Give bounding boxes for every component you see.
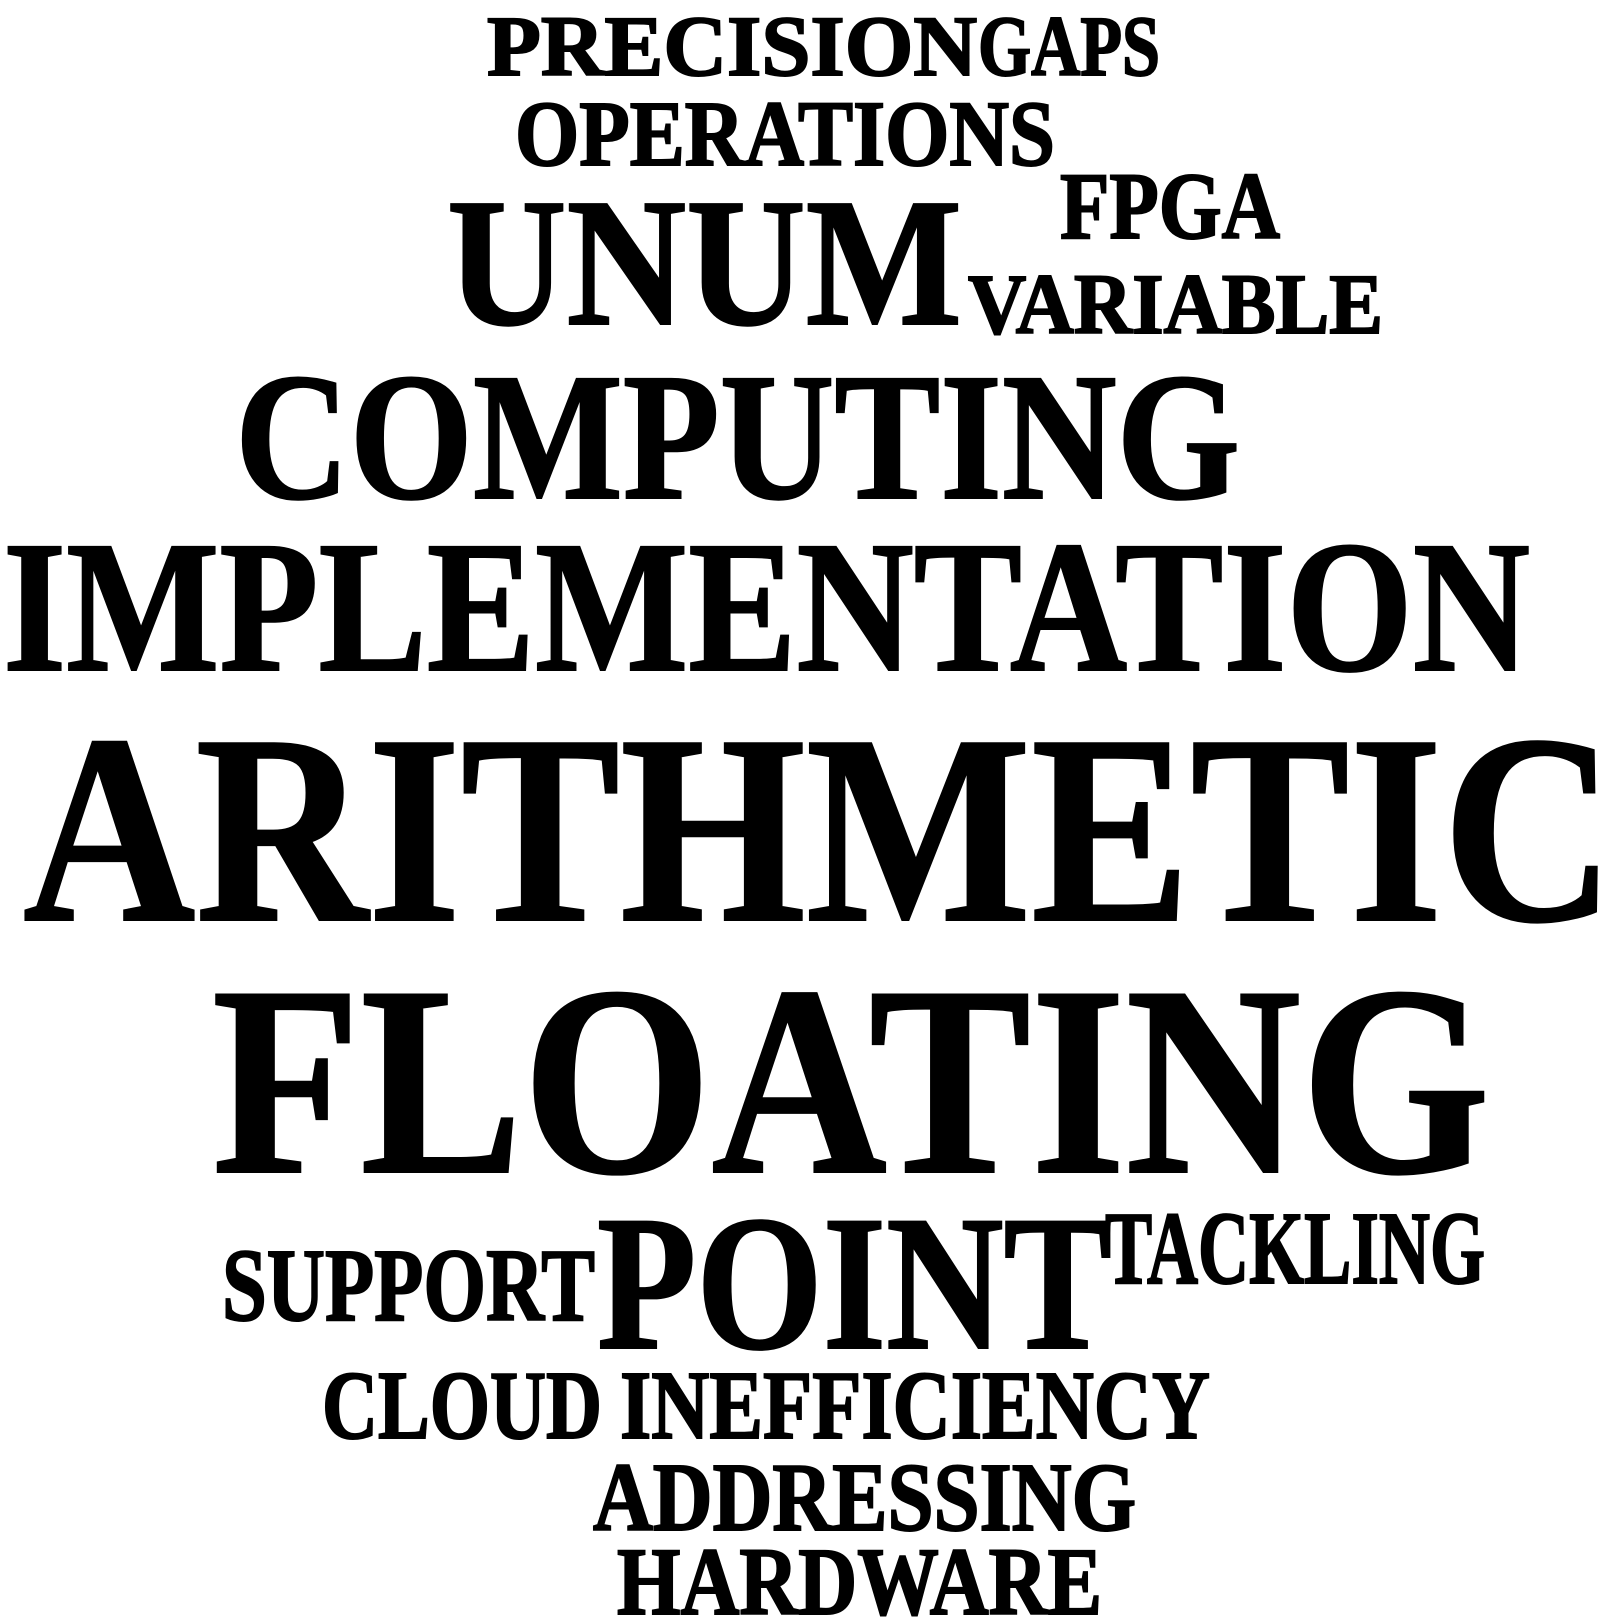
word-implementation: IMPLEMENTATION [3,502,1530,711]
word-point: POINT [597,1176,1112,1390]
word-computing: COMPUTING [235,337,1240,538]
word-cloud: CLOUD [322,1352,602,1460]
word-variable: VARIABLE [968,256,1383,352]
word-support: SUPPORT [222,1228,595,1343]
word-arithmetic: ARITHMETIC [23,680,1615,979]
word-inefficiency: INEFFICIENCY [620,1352,1210,1460]
word-hardware: HARDWARE [617,1528,1102,1619]
word-operations: OPERATIONS [515,83,1055,186]
word-gaps: GAPS [978,0,1160,94]
word-precision: PRECISION [487,0,977,94]
word-unum: UNUM [447,161,962,364]
word-floating: FLOATING [212,931,1490,1231]
word-fpga: FPGA [1060,153,1280,259]
word-tackling: TACKLING [1105,1191,1485,1306]
word-addressing: ADDRESSING [593,1444,1136,1552]
